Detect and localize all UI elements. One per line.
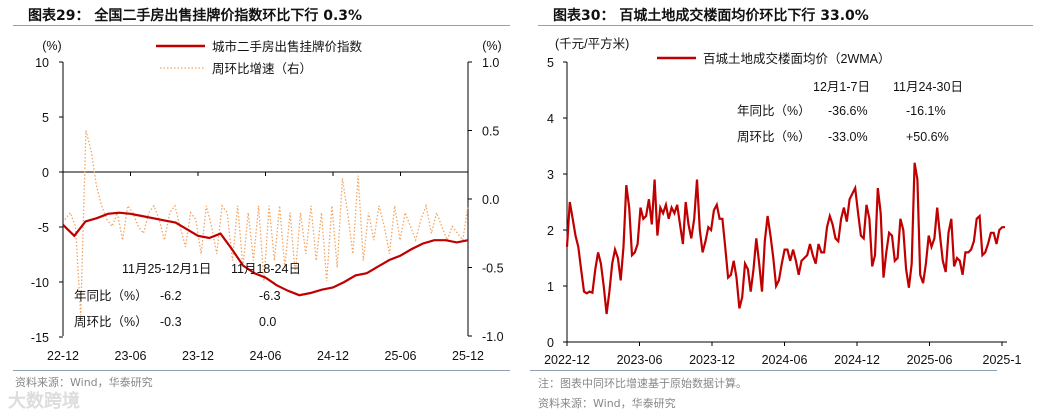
x-tick-label: 23-12 — [182, 349, 214, 363]
x-tick-label: 2023-12 — [689, 353, 735, 367]
table-value: -6.3 — [259, 289, 281, 303]
y-tick-label: -10 — [31, 276, 49, 290]
note-30: 注：图表中同环比增速基于原始数据计算。 — [538, 377, 747, 390]
x-tick-label: 2024-06 — [762, 353, 808, 367]
table-value: -33.0% — [828, 130, 868, 144]
table-value: -36.6% — [828, 104, 868, 118]
y-tick-label: -5 — [38, 221, 49, 235]
left-axis-unit: (%) — [42, 39, 61, 53]
table-row-label: 年同比（%） — [74, 289, 148, 303]
legend-label-index: 城市二手房出售挂牌价指数 — [212, 39, 363, 54]
x-tick-label: 23-06 — [115, 349, 147, 363]
table-col-header: 11月25-12月1日 — [122, 262, 211, 276]
y-tick-label: 2 — [547, 224, 554, 238]
y-right-tick-label: 0.5 — [482, 125, 499, 139]
table-col-header: 11月24-30日 — [893, 80, 963, 94]
land-price-line — [565, 162, 1005, 315]
legend-label: 百城土地成交楼面均价（2WMA） — [703, 51, 891, 66]
price-index-line — [62, 211, 469, 297]
right-axis-unit: (%) — [482, 39, 501, 53]
y-tick-label: 3 — [547, 168, 554, 182]
x-tick-label: 2024-12 — [834, 353, 880, 367]
table-value: 0.0 — [259, 315, 276, 329]
y-right-tick-label: -0.5 — [482, 262, 504, 276]
divider — [13, 370, 510, 371]
y-tick-label: 5 — [547, 56, 554, 70]
y-right-tick-label: 0.0 — [482, 193, 499, 207]
y-right-tick-label: 1.0 — [482, 56, 499, 70]
y-tick-label: 10 — [35, 56, 49, 70]
legend-label-weekly: 周环比增速（右） — [212, 61, 312, 76]
table-value: +50.6% — [906, 130, 949, 144]
divider — [538, 25, 1033, 26]
x-tick-label: 2022-12 — [544, 353, 590, 367]
table-row-label: 周环比（%） — [737, 130, 811, 144]
table-value: -0.3 — [160, 315, 182, 329]
chart29-title: 图表29： 全国二手房出售挂牌价指数环比下行 0.3% — [28, 8, 363, 24]
watermark: 大数跨境 — [8, 391, 80, 412]
x-tick-label: 2023-06 — [617, 353, 663, 367]
y-axis-unit: (千元/平方米) — [555, 36, 629, 51]
table-value: -6.2 — [160, 289, 182, 303]
x-tick-label: 2025-06 — [907, 353, 953, 367]
table-value: -16.1% — [906, 104, 946, 118]
x-tick-label: 22-12 — [47, 349, 79, 363]
y-right-tick-label: -1.0 — [482, 330, 504, 344]
y-tick-label: 0 — [547, 336, 554, 350]
y-tick-label: 1 — [547, 280, 554, 294]
source-30: 资料来源：Wind，华泰研究 — [538, 397, 676, 410]
x-tick-label: 24-12 — [317, 349, 349, 363]
table-col-header: 12月1-7日 — [813, 80, 870, 94]
chart30-title: 图表30： 百城土地成交楼面均价环比下行 33.0% — [553, 8, 869, 24]
table-row-label: 周环比（%） — [74, 315, 148, 329]
x-tick-label: 25-12 — [452, 349, 484, 363]
table-col-header: 11月18-24日 — [231, 262, 301, 276]
divider — [530, 370, 997, 371]
x-tick-label: 25-06 — [385, 349, 417, 363]
table-row-label: 年同比（%） — [737, 104, 811, 118]
y-tick-label: 5 — [42, 111, 49, 125]
weekly-change-line — [64, 130, 469, 316]
y-tick-label: 4 — [547, 112, 554, 126]
x-tick-label: 2025-1 — [983, 353, 1022, 367]
source-29: 资料来源：Wind，华泰研究 — [15, 376, 153, 389]
x-tick-label: 24-06 — [250, 349, 282, 363]
y-tick-label: 0 — [42, 166, 49, 180]
y-tick-label: -15 — [31, 331, 49, 345]
divider — [13, 25, 510, 26]
